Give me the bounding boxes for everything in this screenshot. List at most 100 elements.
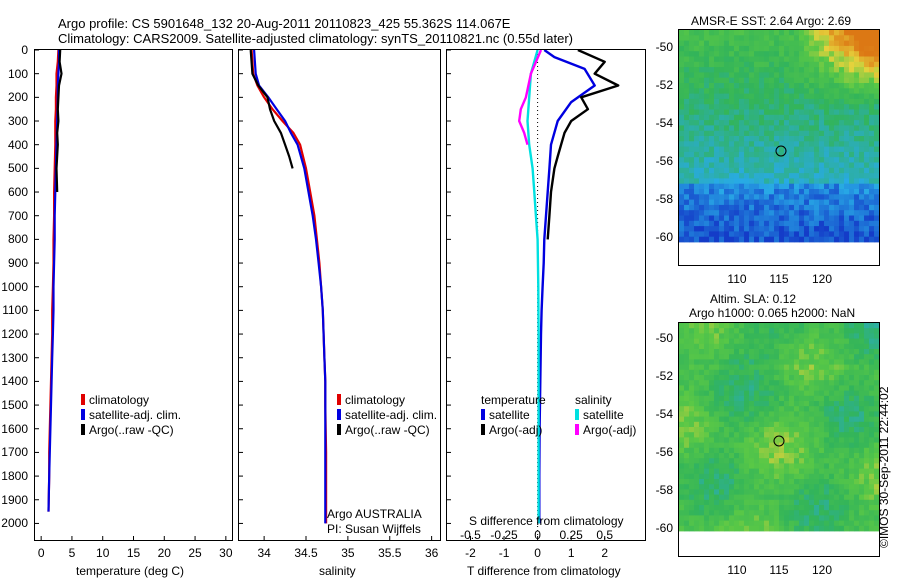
map-cell: [864, 349, 870, 355]
map-cell: [729, 411, 735, 417]
map-cell: [864, 453, 870, 459]
map-cell: [849, 210, 855, 216]
map-cell: [799, 385, 805, 391]
map-cell: [744, 333, 750, 339]
latitude-tick-label: -58: [655, 192, 673, 206]
map-cell: [704, 484, 710, 490]
map-cell: [844, 45, 850, 52]
map-cell: [714, 45, 720, 52]
map-cell: [789, 354, 795, 360]
map-cell: [759, 458, 765, 464]
map-cell: [869, 88, 875, 94]
map-cell: [769, 463, 775, 469]
map-cell: [714, 178, 720, 185]
map-cell: [709, 401, 715, 407]
map-cell: [769, 178, 775, 185]
map-cell: [789, 359, 795, 365]
map-cell: [704, 199, 710, 206]
map-cell: [719, 114, 725, 121]
map-cell: [784, 395, 790, 402]
map-cell: [684, 146, 690, 153]
map-cell: [704, 395, 710, 402]
map-cell: [679, 162, 685, 169]
map-cell: [754, 83, 760, 89]
map-cell: [819, 220, 825, 227]
map-cell: [849, 432, 855, 438]
map-cell: [759, 226, 765, 232]
map-cell: [724, 30, 730, 36]
map-cell: [709, 30, 715, 36]
map-cell: [759, 442, 765, 449]
map-cell: [869, 220, 875, 227]
map-cell: [809, 395, 815, 402]
map-cell: [759, 40, 765, 47]
map-cell: [794, 359, 800, 365]
map-cell: [719, 499, 725, 506]
map-cell: [844, 183, 850, 190]
map-cell: [719, 447, 725, 454]
map-cell: [694, 323, 700, 329]
salinity-difference-tick-label: 0.5: [596, 528, 614, 542]
map-cell: [809, 162, 815, 169]
map-cell: [694, 432, 700, 438]
map-cell: [859, 406, 865, 412]
map-cell: [779, 453, 785, 459]
map-cell: [749, 510, 755, 516]
map-cell: [714, 109, 720, 116]
map-cell: [844, 354, 850, 360]
map-cell: [874, 98, 879, 105]
map-cell: [699, 162, 705, 169]
map-cell: [739, 236, 745, 243]
map-cell: [714, 40, 720, 47]
map-cell: [729, 56, 735, 63]
map-cell: [834, 51, 840, 57]
map-cell: [704, 194, 710, 200]
map-cell: [869, 236, 875, 243]
map-cell: [819, 328, 825, 334]
map-cell: [724, 220, 730, 227]
map-cell: [749, 453, 755, 459]
salinity-tick-label: 34.5: [294, 546, 318, 560]
map-cell: [754, 215, 760, 222]
map-cell: [739, 380, 745, 386]
map-cell: [804, 173, 810, 179]
map-cell: [679, 401, 685, 407]
map-cell: [829, 453, 835, 459]
map-cell: [739, 468, 745, 475]
map-cell: [874, 525, 879, 532]
map-cell: [754, 385, 760, 391]
map-cell: [864, 173, 870, 179]
map-cell: [854, 390, 860, 397]
map-cell: [699, 406, 705, 412]
map-cell: [779, 173, 785, 179]
map-cell: [764, 136, 770, 142]
map-cell: [864, 427, 870, 433]
map-cell: [694, 109, 700, 116]
map-cell: [819, 499, 825, 506]
map-cell: [744, 427, 750, 433]
map-cell: [804, 189, 810, 195]
map-cell: [699, 210, 705, 216]
map-cell: [759, 178, 765, 185]
map-cell: [814, 130, 820, 137]
map-cell: [839, 375, 845, 381]
depth-tick-label: 1800: [1, 469, 28, 484]
map-cell: [719, 141, 725, 147]
map-cell: [799, 338, 805, 345]
map-cell: [794, 210, 800, 216]
map-cell: [784, 401, 790, 407]
s-difference-label: S difference from climatology: [469, 514, 624, 528]
map-cell: [739, 484, 745, 490]
map-cell: [699, 427, 705, 433]
map-cell: [844, 98, 850, 105]
map-cell: [734, 157, 740, 163]
map-cell: [824, 385, 830, 391]
map-cell: [764, 505, 770, 511]
map-cell: [829, 210, 835, 216]
map-cell: [709, 525, 715, 532]
map-cell: [739, 136, 745, 142]
legend-argo-label: Argo(..raw -QC): [89, 423, 174, 437]
map-cell: [794, 151, 800, 158]
map-cell: [874, 494, 879, 501]
map-cell: [744, 231, 750, 238]
